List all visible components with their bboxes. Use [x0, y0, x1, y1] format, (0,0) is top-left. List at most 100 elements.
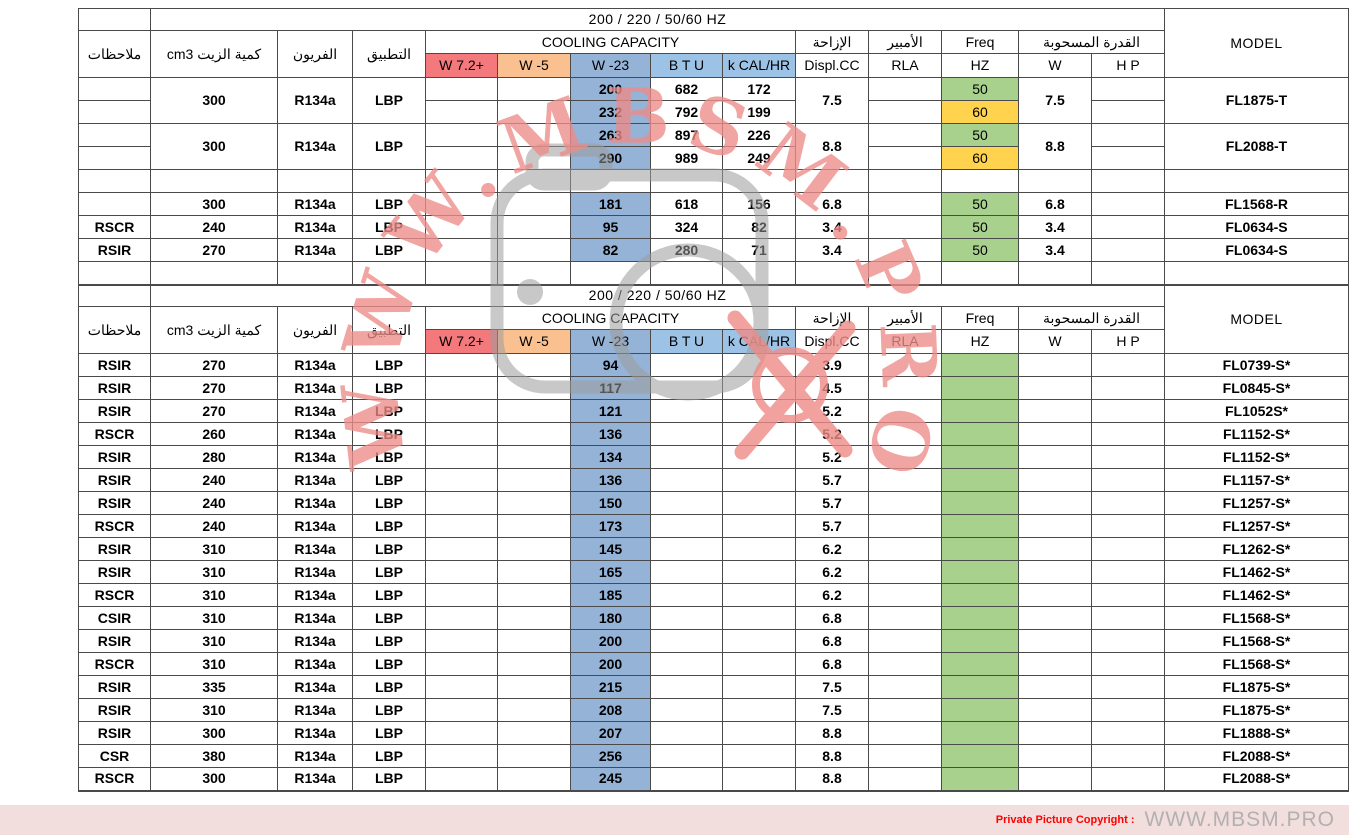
table-cell: 3.4 [1018, 215, 1092, 239]
table-cell [722, 468, 796, 492]
table-cell [425, 100, 498, 124]
table-cell [425, 192, 498, 216]
table-cell: R134a [277, 77, 353, 124]
table-cell [150, 169, 278, 193]
table-cell [722, 169, 796, 193]
table-cell [1091, 169, 1165, 193]
table-row: RSIR 240 R134a LBP 136 5.7 FL1157-S* [78, 468, 1349, 492]
table-cell: 310 [150, 537, 278, 561]
table-cell [425, 422, 498, 446]
table-cell: 3.9 [795, 353, 869, 377]
table-cell: LBP [352, 445, 426, 469]
table-cell [722, 744, 796, 768]
table-cell [1091, 468, 1165, 492]
table-cell: RSIR [78, 629, 151, 653]
table-cell: 310 [150, 560, 278, 584]
table-cell: 8.8 [795, 744, 869, 768]
table-cell [868, 560, 942, 584]
table-cell [570, 261, 651, 286]
table-cell [941, 537, 1019, 561]
table-cell: 207 [570, 721, 651, 745]
table-cell: 6.2 [795, 560, 869, 584]
table-cell: 7.5 [1018, 77, 1092, 124]
table-cell: 6.2 [795, 583, 869, 607]
model-cell: FL1257-S* [1164, 491, 1349, 515]
table-cell: LBP [352, 491, 426, 515]
table-cell: 82 [570, 238, 651, 262]
table-cell: 199 [722, 100, 796, 124]
table-cell: 226 [722, 123, 796, 147]
col-header-freq: Freq [941, 30, 1019, 54]
bottom-spec-table: 200 / 220 / 50/60 HZ MODEL ملاحظات كمية … [78, 284, 1349, 792]
table-cell: RSIR [78, 376, 151, 400]
table-cell [497, 353, 571, 377]
model-cell: FL0634-S [1164, 238, 1349, 262]
table-cell [941, 261, 1019, 286]
table-cell: 50 [941, 192, 1019, 216]
table-cell [497, 445, 571, 469]
table-cell [941, 583, 1019, 607]
col-header-hz: HZ [941, 329, 1019, 354]
col-header-displacement-ar: الإزاحة [795, 306, 869, 330]
table-cell: R134a [277, 422, 353, 446]
table-cell [78, 146, 151, 170]
table-cell [425, 261, 498, 286]
table-cell: CSIR [78, 606, 151, 630]
col-header-application: التطبيق [352, 306, 426, 354]
table-cell: 240 [150, 215, 278, 239]
table-cell: R134a [277, 491, 353, 515]
table-cell: 60 [941, 100, 1019, 124]
table-cell: R134a [277, 445, 353, 469]
table-row: 200 / 220 / 50/60 HZ MODEL [78, 8, 1349, 78]
table-cell [941, 491, 1019, 515]
col-header-kcal: k CAL/HR [722, 53, 796, 78]
model-cell: FL1257-S* [1164, 514, 1349, 538]
table-cell [722, 675, 796, 699]
table-cell [941, 721, 1019, 745]
table-cell: LBP [352, 376, 426, 400]
table-cell [941, 445, 1019, 469]
table-cell: 5.2 [795, 445, 869, 469]
col-header-freq: Freq [941, 306, 1019, 330]
table-cell: 173 [570, 514, 651, 538]
table-cell: 3.4 [1018, 238, 1092, 262]
table-row: 300 R134a LBP 181 618 156 6.8 50 6.8 FL1568-R [78, 192, 1349, 216]
table-cell: 270 [150, 353, 278, 377]
table-cell: 897 [650, 123, 723, 147]
model-cell: FL1157-S* [1164, 468, 1349, 492]
model-cell: FL1262-S* [1164, 537, 1349, 561]
table-cell: 280 [650, 238, 723, 262]
table-cell: CSR [78, 744, 151, 768]
table-cell: 208 [570, 698, 651, 722]
table-cell [722, 422, 796, 446]
table-cell [352, 261, 426, 286]
model-cell: FL1568-S* [1164, 606, 1349, 630]
table-cell [1018, 261, 1092, 286]
table-cell [868, 445, 942, 469]
table-cell [1018, 675, 1092, 699]
table-cell [497, 675, 571, 699]
blank-corner [78, 8, 151, 31]
table-cell: 4.5 [795, 376, 869, 400]
table-row: RSCR 240 R134a LBP 95 324 82 3.4 50 3.4 FL0634-S [78, 215, 1349, 239]
table-cell: 7.5 [795, 77, 869, 124]
table-cell: LBP [352, 123, 426, 170]
table-cell: RSIR [78, 560, 151, 584]
table-cell [425, 399, 498, 423]
table-cell [497, 491, 571, 515]
table-cell: 270 [150, 376, 278, 400]
site-name: WWW.MBSM.PRO [1144, 808, 1335, 831]
table-row: ملاحظات كمية الزيت cm3 الفريون التطبيق C… [78, 30, 1349, 78]
table-cell: R134a [277, 560, 353, 584]
table-cell [722, 721, 796, 745]
table-cell: 5.2 [795, 399, 869, 423]
table-cell [1091, 353, 1165, 377]
table-cell [78, 100, 151, 124]
table-cell: 5.2 [795, 422, 869, 446]
table-cell: 618 [650, 192, 723, 216]
table-cell [425, 491, 498, 515]
table-cell: R134a [277, 376, 353, 400]
table-cell [497, 77, 571, 101]
table-cell: 6.8 [795, 652, 869, 676]
table-cell: 8.8 [795, 123, 869, 170]
